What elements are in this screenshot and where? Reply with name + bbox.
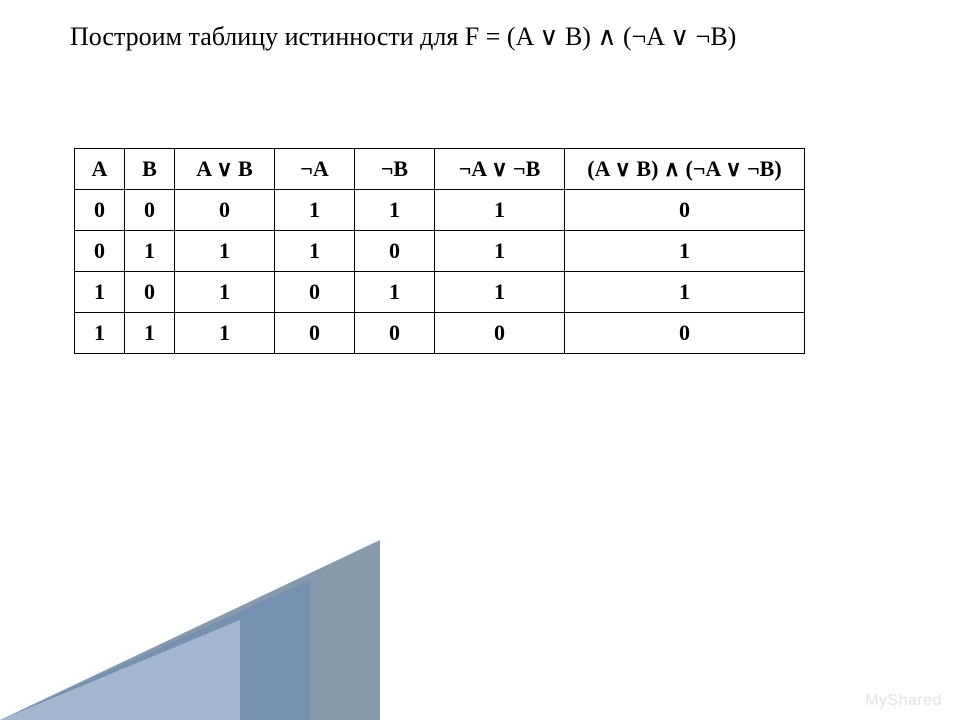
cell: 0 [75, 231, 125, 272]
watermark: MyShared [865, 692, 942, 710]
cell: 1 [435, 190, 565, 231]
cell: 1 [355, 272, 435, 313]
col-notAorB: ¬A ∨ ¬B [435, 149, 565, 190]
cell: 0 [125, 190, 175, 231]
table-header-row: A B A ∨ B ¬A ¬B ¬A ∨ ¬B (A ∨ B) ∧ (¬A ∨ … [75, 149, 805, 190]
col-notA: ¬A [275, 149, 355, 190]
cell: 0 [125, 272, 175, 313]
cell: 0 [275, 272, 355, 313]
cell: 1 [125, 313, 175, 354]
cell: 1 [275, 190, 355, 231]
cell: 0 [275, 313, 355, 354]
cell: 1 [435, 272, 565, 313]
cell: 1 [565, 272, 805, 313]
col-notB: ¬B [355, 149, 435, 190]
cell: 1 [75, 313, 125, 354]
col-result: (A ∨ B) ∧ (¬A ∨ ¬B) [565, 149, 805, 190]
cell: 1 [435, 231, 565, 272]
cell: 1 [565, 231, 805, 272]
cell: 0 [75, 190, 125, 231]
cell: 0 [355, 231, 435, 272]
cell: 1 [75, 272, 125, 313]
table-row: 0 1 1 1 0 1 1 [75, 231, 805, 272]
col-A: A [75, 149, 125, 190]
truth-table: A B A ∨ B ¬A ¬B ¬A ∨ ¬B (A ∨ B) ∧ (¬A ∨ … [74, 148, 805, 354]
corner-decoration [0, 620, 240, 720]
cell: 0 [175, 190, 275, 231]
cell: 0 [565, 190, 805, 231]
page-title: Построим таблицу истинности для F = (A ∨… [70, 22, 736, 52]
col-AorB: A ∨ B [175, 149, 275, 190]
cell: 0 [565, 313, 805, 354]
cell: 1 [175, 231, 275, 272]
cell: 1 [125, 231, 175, 272]
cell: 1 [275, 231, 355, 272]
table-body: 0 0 0 1 1 1 0 0 1 1 1 0 1 1 1 0 1 0 [75, 190, 805, 354]
table-row: 1 1 1 0 0 0 0 [75, 313, 805, 354]
table-row: 0 0 0 1 1 1 0 [75, 190, 805, 231]
cell: 1 [175, 313, 275, 354]
cell: 1 [355, 190, 435, 231]
cell: 1 [175, 272, 275, 313]
cell: 0 [355, 313, 435, 354]
cell: 0 [435, 313, 565, 354]
truth-table-container: A B A ∨ B ¬A ¬B ¬A ∨ ¬B (A ∨ B) ∧ (¬A ∨ … [74, 148, 805, 354]
col-B: B [125, 149, 175, 190]
table-row: 1 0 1 0 1 1 1 [75, 272, 805, 313]
